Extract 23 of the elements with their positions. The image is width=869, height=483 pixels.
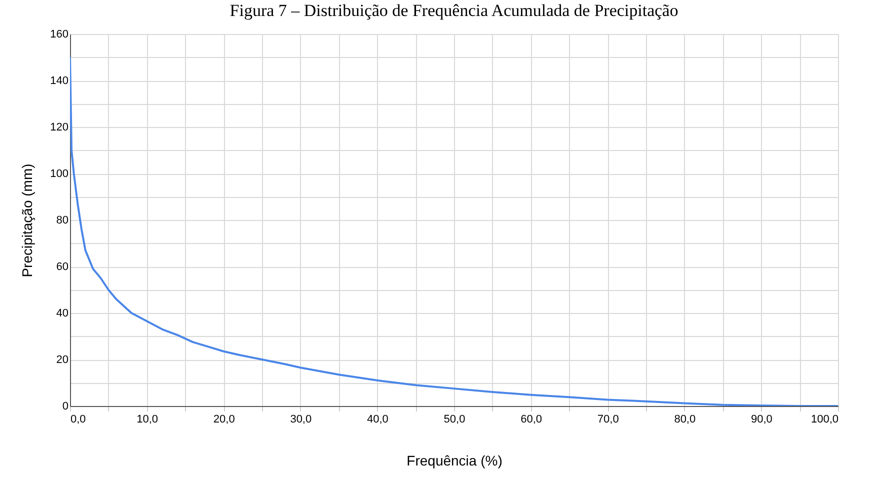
x-tick-label: 30,0 — [290, 414, 312, 426]
y-tick-label: 0 — [62, 400, 68, 412]
x-tick-label: 40,0 — [366, 414, 388, 426]
y-axis-title: Precipitação (mm) — [19, 164, 36, 278]
y-tick-label: 160 — [50, 28, 68, 40]
x-tick-label: 10,0 — [136, 414, 158, 426]
y-tick-label: 120 — [50, 122, 68, 134]
x-tick-label: 50,0 — [444, 414, 466, 426]
x-tick-label: 60,0 — [520, 414, 542, 426]
x-tick-label: 0,0 — [70, 414, 86, 426]
y-tick-label: 80 — [56, 214, 68, 226]
x-tick-label: 100,0 — [810, 414, 838, 426]
y-tick-label: 140 — [50, 75, 68, 87]
y-tick-label: 60 — [56, 261, 68, 273]
x-tick-label: 90,0 — [750, 414, 772, 426]
y-tick-label: 40 — [56, 308, 68, 320]
y-tick-label: 100 — [50, 168, 68, 180]
chart-title: Figura 7 – Distribuição de Frequência Acumulada de Precipitação — [230, 1, 678, 20]
x-tick-label: 20,0 — [213, 414, 235, 426]
x-axis-title: Frequência (%) — [406, 452, 502, 468]
x-tick-label: 70,0 — [597, 414, 619, 426]
x-tick-label: 80,0 — [674, 414, 696, 426]
y-tick-label: 20 — [56, 354, 68, 366]
